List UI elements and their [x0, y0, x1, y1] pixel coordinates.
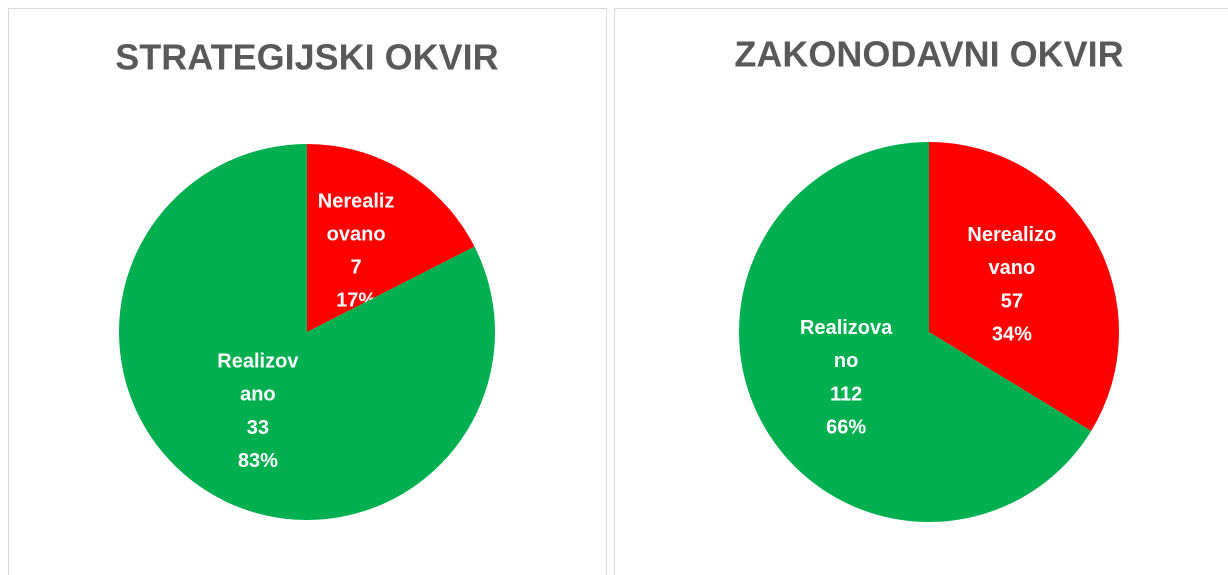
slice-percent-label: 83%: [238, 450, 278, 472]
label-line: Nerealiz: [318, 191, 395, 213]
label-line: Nerealizo: [967, 224, 1056, 246]
label-line: Realizov: [217, 351, 299, 373]
pie-slice: [929, 142, 1119, 432]
slice-value-label: 112: [830, 383, 862, 405]
slice-category-label: Nerealiz ovano: [318, 191, 395, 246]
slice-percent-label: 34%: [992, 323, 1032, 345]
pie-slice: [307, 144, 475, 332]
label-line: no: [834, 350, 858, 372]
label-line: Realizova: [800, 317, 893, 339]
chart-title: ZAKONODAVNI OKVIR: [734, 34, 1123, 75]
slice-value-label: 57: [1001, 290, 1023, 312]
chart-title: STRATEGIJSKI OKVIR: [115, 37, 498, 78]
panel-border: [8, 8, 607, 575]
slice-category-label: Nerealizo vano: [967, 224, 1056, 279]
slice-value-label: 7: [351, 257, 362, 279]
slice-value-label: 33: [247, 417, 269, 439]
label-line: ovano: [327, 224, 386, 246]
slice-percent-label: 66%: [826, 416, 866, 438]
label-line: ano: [240, 384, 276, 406]
pie-slice: [118, 144, 495, 520]
slice-category-label: Realizov ano: [217, 351, 299, 406]
panel-border: [614, 8, 1228, 575]
slice-category-label: Realizova no: [800, 317, 893, 372]
label-line: vano: [989, 257, 1036, 279]
pie-slice: [739, 142, 1092, 522]
